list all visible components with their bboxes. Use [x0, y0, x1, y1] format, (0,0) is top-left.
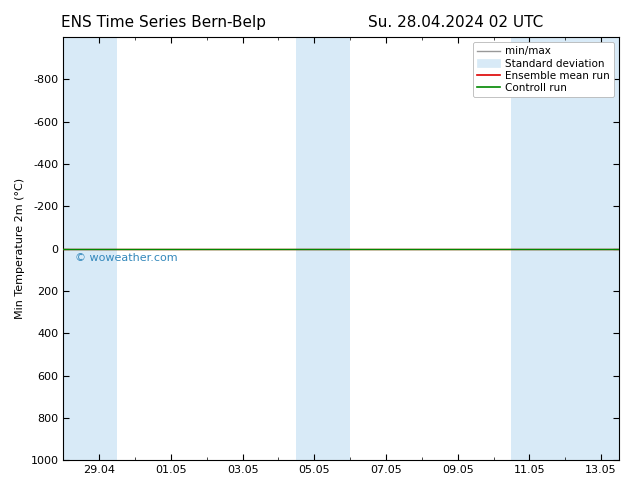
Bar [63, 37, 117, 460]
Text: © woweather.com: © woweather.com [75, 253, 177, 263]
Bar [297, 37, 350, 460]
Y-axis label: Min Temperature 2m (°C): Min Temperature 2m (°C) [15, 178, 25, 319]
Text: ENS Time Series Bern-Belp: ENS Time Series Bern-Belp [61, 15, 266, 30]
Text: Su. 28.04.2024 02 UTC: Su. 28.04.2024 02 UTC [368, 15, 543, 30]
Legend: min/max, Standard deviation, Ensemble mean run, Controll run: min/max, Standard deviation, Ensemble me… [472, 42, 614, 97]
Bar [512, 37, 619, 460]
